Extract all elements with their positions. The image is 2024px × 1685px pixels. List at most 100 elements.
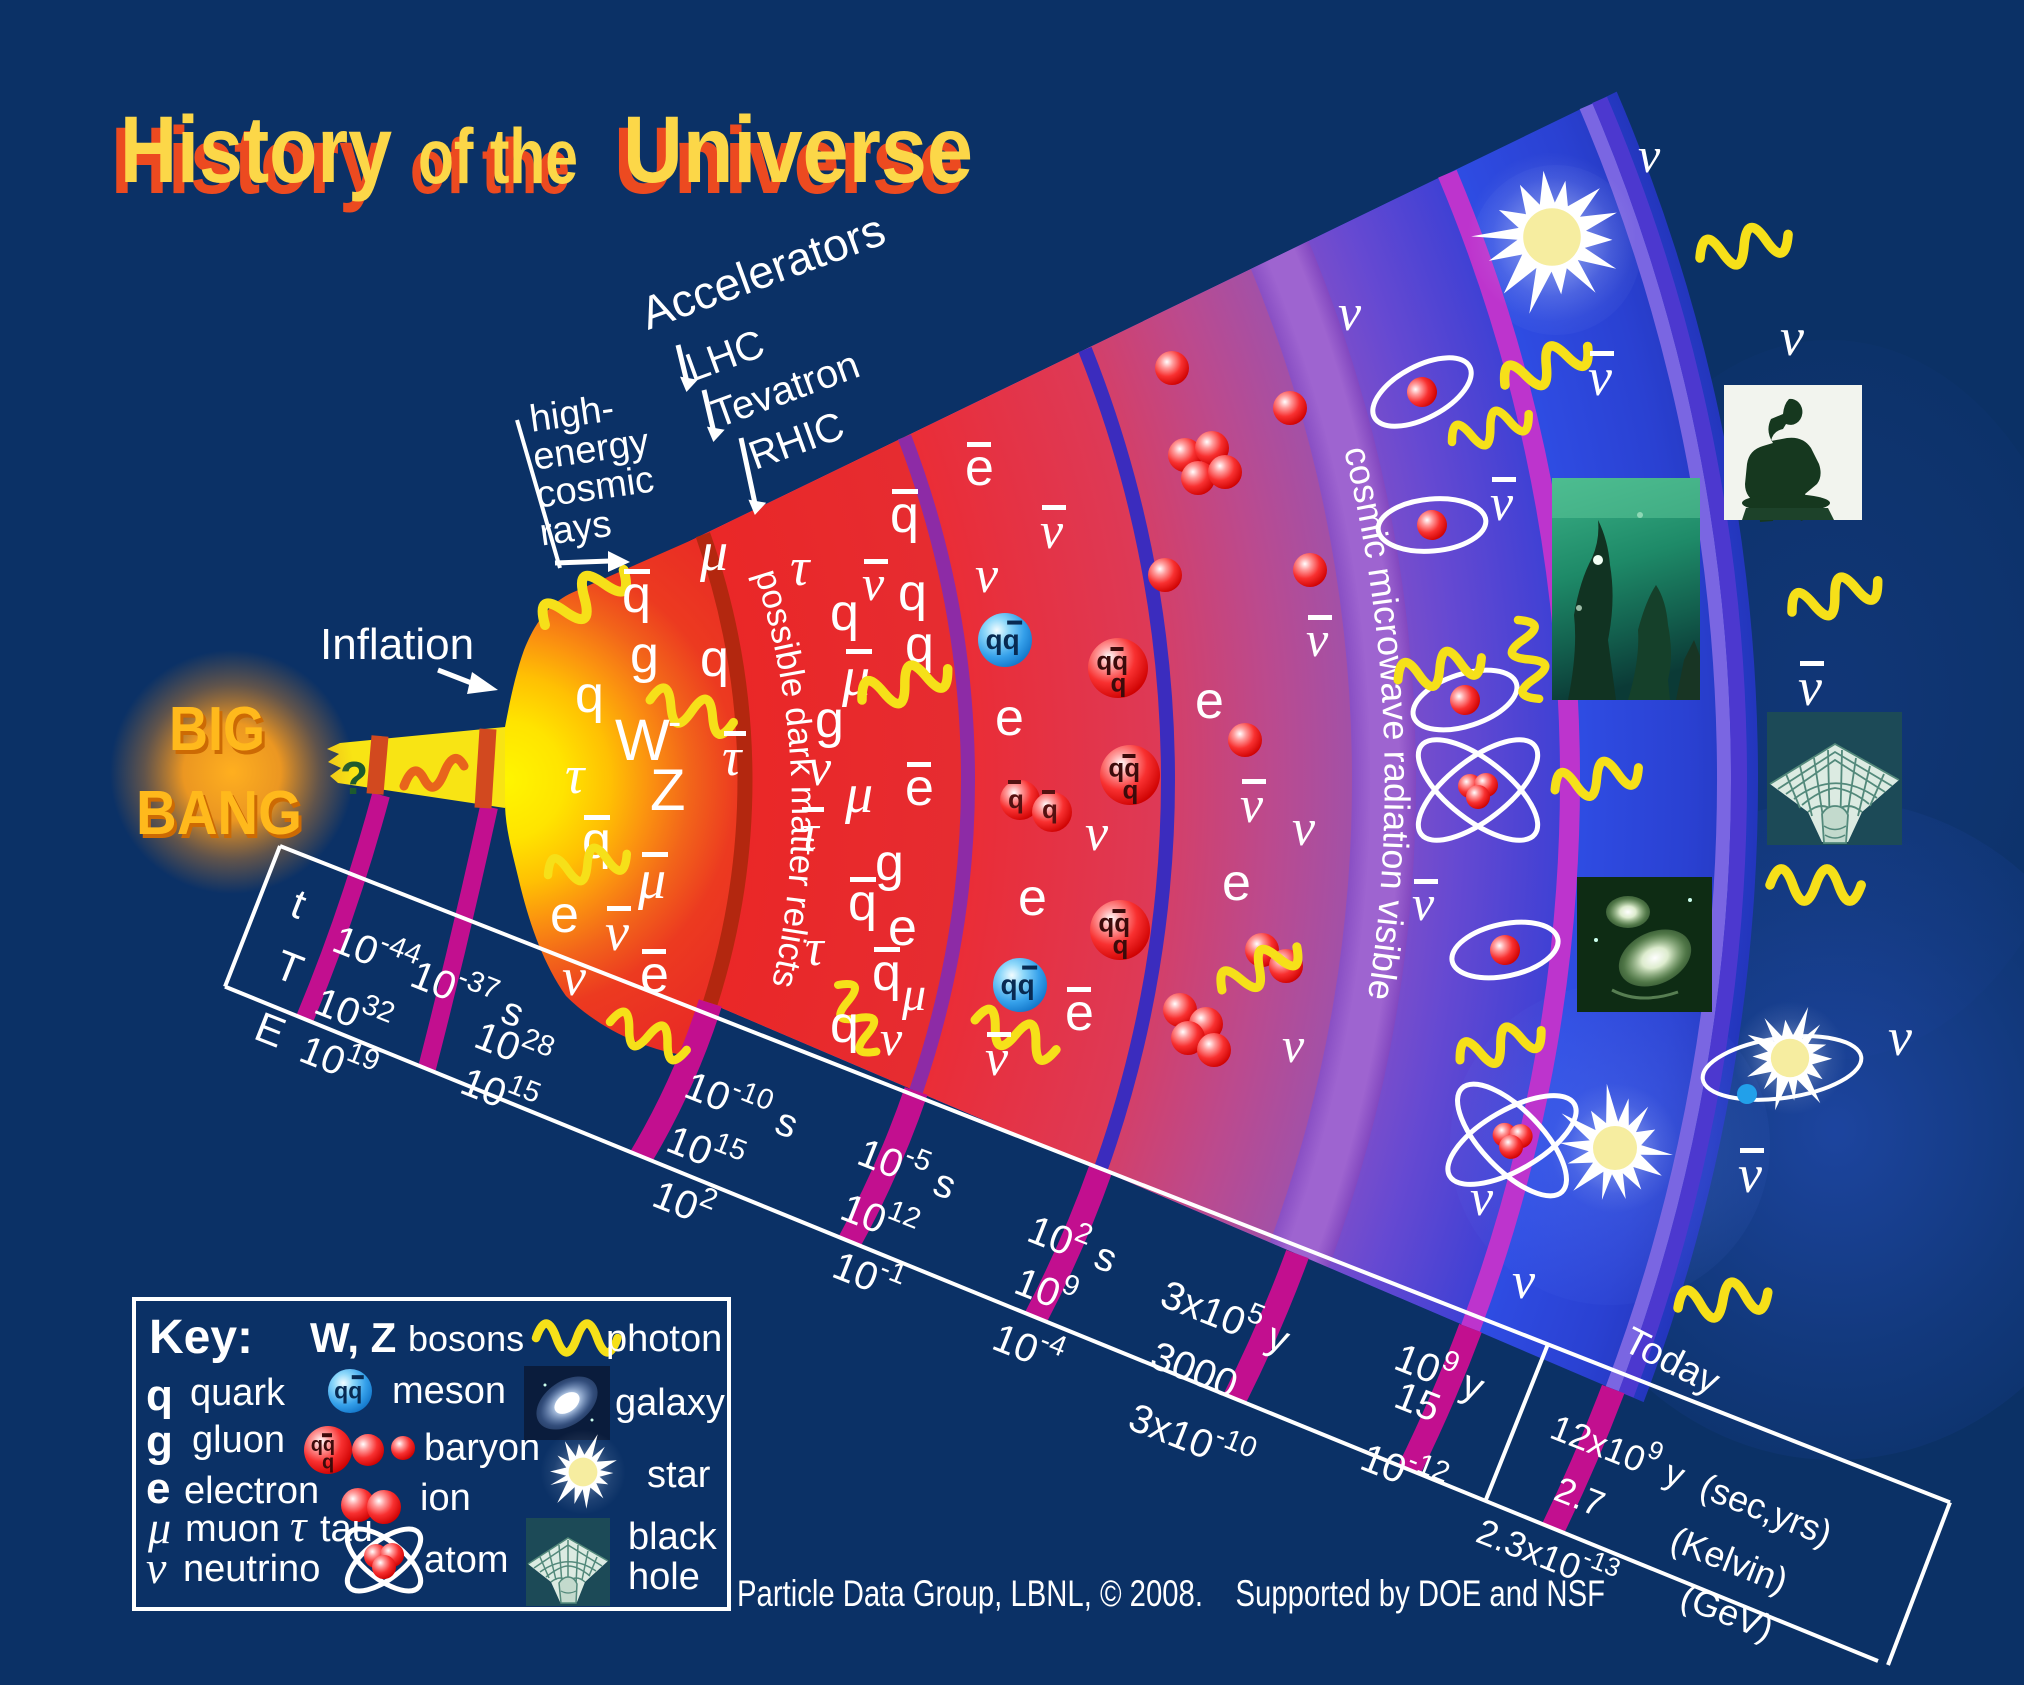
svg-text:ν: ν: [1040, 503, 1064, 560]
svg-text:ν: ν: [1888, 1007, 1912, 1067]
svg-text:τ: τ: [790, 537, 811, 597]
svg-text:baryon: baryon: [424, 1427, 540, 1469]
svg-text:atom: atom: [424, 1539, 508, 1581]
svg-text:qq: qq: [1001, 969, 1035, 1000]
svg-text:e: e: [905, 759, 934, 817]
svg-text:q: q: [575, 666, 604, 724]
svg-text:ν: ν: [1292, 800, 1316, 857]
svg-text:-: -: [668, 700, 681, 744]
svg-text:W, Z: W, Z: [310, 1314, 396, 1361]
svg-text:Z: Z: [650, 758, 685, 823]
svg-text:BANG: BANG: [139, 783, 305, 852]
svg-text:ν: ν: [1738, 1144, 1762, 1204]
svg-text:τ: τ: [722, 727, 743, 787]
svg-text:History: History: [120, 97, 392, 203]
svg-text:Inflation: Inflation: [320, 620, 474, 669]
svg-text:e: e: [995, 689, 1024, 747]
svg-text:τ: τ: [565, 745, 586, 805]
svg-text:τ: τ: [290, 1500, 308, 1551]
svg-text:μ: μ: [699, 521, 728, 583]
svg-text:ν: ν: [1240, 777, 1264, 834]
svg-text:W: W: [615, 708, 670, 773]
svg-text:Key:: Key:: [149, 1311, 253, 1364]
svg-text:muon: muon: [185, 1508, 280, 1550]
svg-text:μ: μ: [844, 763, 873, 825]
svg-text:q: q: [890, 486, 919, 544]
svg-text:qq: qq: [311, 1434, 335, 1456]
svg-text:τ: τ: [805, 920, 826, 977]
svg-text:e: e: [1065, 984, 1094, 1042]
svg-text:ν: ν: [1588, 347, 1612, 407]
svg-text:ν: ν: [1512, 1253, 1536, 1310]
svg-text:ion: ion: [420, 1477, 471, 1519]
svg-text:star: star: [647, 1454, 711, 1496]
svg-text:ν: ν: [1490, 475, 1514, 532]
svg-text:ν: ν: [985, 1030, 1009, 1087]
svg-text:μ: μ: [147, 1502, 171, 1553]
svg-text:e: e: [1195, 672, 1224, 730]
svg-text:e: e: [550, 886, 579, 944]
svg-text:q: q: [898, 564, 927, 622]
svg-text:qq: qq: [986, 624, 1020, 655]
svg-text:ν: ν: [1338, 285, 1362, 342]
svg-text:q: q: [322, 1452, 334, 1474]
svg-text:neutrino: neutrino: [183, 1548, 320, 1590]
svg-text:qq: qq: [334, 1377, 362, 1403]
svg-text:ν: ν: [1780, 307, 1804, 367]
svg-text:q: q: [830, 584, 859, 642]
svg-text:of the: of the: [410, 122, 570, 210]
svg-text:hole: hole: [628, 1556, 700, 1598]
svg-text:e: e: [1222, 854, 1251, 912]
svg-text:q: q: [1111, 667, 1127, 697]
svg-text:BIG: BIG: [169, 695, 265, 764]
svg-text:ν: ν: [1306, 611, 1329, 667]
svg-text:ν: ν: [862, 555, 885, 611]
svg-text:BIG: BIG: [172, 699, 268, 768]
svg-text:ν: ν: [1282, 1017, 1305, 1073]
svg-text:photon: photon: [606, 1318, 722, 1360]
svg-text:g: g: [875, 834, 904, 892]
svg-text:q: q: [848, 874, 877, 932]
svg-text:q: q: [1123, 774, 1139, 804]
svg-text:meson: meson: [392, 1370, 506, 1412]
svg-text:e: e: [146, 1464, 170, 1513]
svg-text:of the: of the: [418, 112, 578, 200]
svg-text:e: e: [640, 946, 669, 1004]
svg-text:History: History: [111, 108, 383, 214]
svg-text:q: q: [830, 996, 859, 1054]
svg-text:ν: ν: [808, 740, 832, 797]
svg-text:galaxy: galaxy: [615, 1382, 725, 1424]
svg-text:ν: ν: [1470, 1170, 1494, 1227]
svg-text:q: q: [872, 944, 901, 1002]
svg-text:e: e: [1018, 869, 1047, 927]
svg-text:q: q: [1008, 784, 1024, 814]
svg-text:quark: quark: [190, 1372, 286, 1414]
svg-text:ν: ν: [975, 547, 999, 604]
svg-text:BANG: BANG: [136, 779, 302, 848]
svg-text:e: e: [965, 439, 994, 497]
svg-text:q: q: [1042, 794, 1058, 824]
svg-text:gluon: gluon: [192, 1419, 285, 1461]
svg-text:ν: ν: [146, 1542, 167, 1593]
svg-text:Universe: Universe: [623, 97, 973, 203]
svg-text:q: q: [1113, 929, 1129, 959]
svg-text:q: q: [146, 1371, 173, 1420]
svg-text:black: black: [628, 1516, 718, 1558]
svg-text:q: q: [622, 566, 651, 624]
svg-text:Particle Data Group, LBNL, © 2: Particle Data Group, LBNL, © 2008. Suppo…: [737, 1573, 1605, 1614]
svg-text:ν: ν: [1798, 657, 1822, 717]
svg-text:electron: electron: [184, 1470, 319, 1512]
svg-text:g: g: [146, 1417, 173, 1466]
svg-text:ν: ν: [1638, 127, 1661, 183]
svg-text:g: g: [630, 626, 659, 684]
svg-text:g: g: [815, 691, 844, 749]
svg-text:ν: ν: [1085, 805, 1109, 862]
svg-text:τ: τ: [800, 805, 821, 862]
svg-text:ν: ν: [562, 947, 586, 1007]
svg-text:μ: μ: [637, 849, 666, 911]
svg-text:ν: ν: [605, 902, 629, 962]
svg-text:ν: ν: [1412, 875, 1435, 931]
svg-text:q: q: [700, 630, 729, 688]
svg-text:ν: ν: [880, 1010, 903, 1066]
svg-text:μ: μ: [901, 968, 926, 1021]
